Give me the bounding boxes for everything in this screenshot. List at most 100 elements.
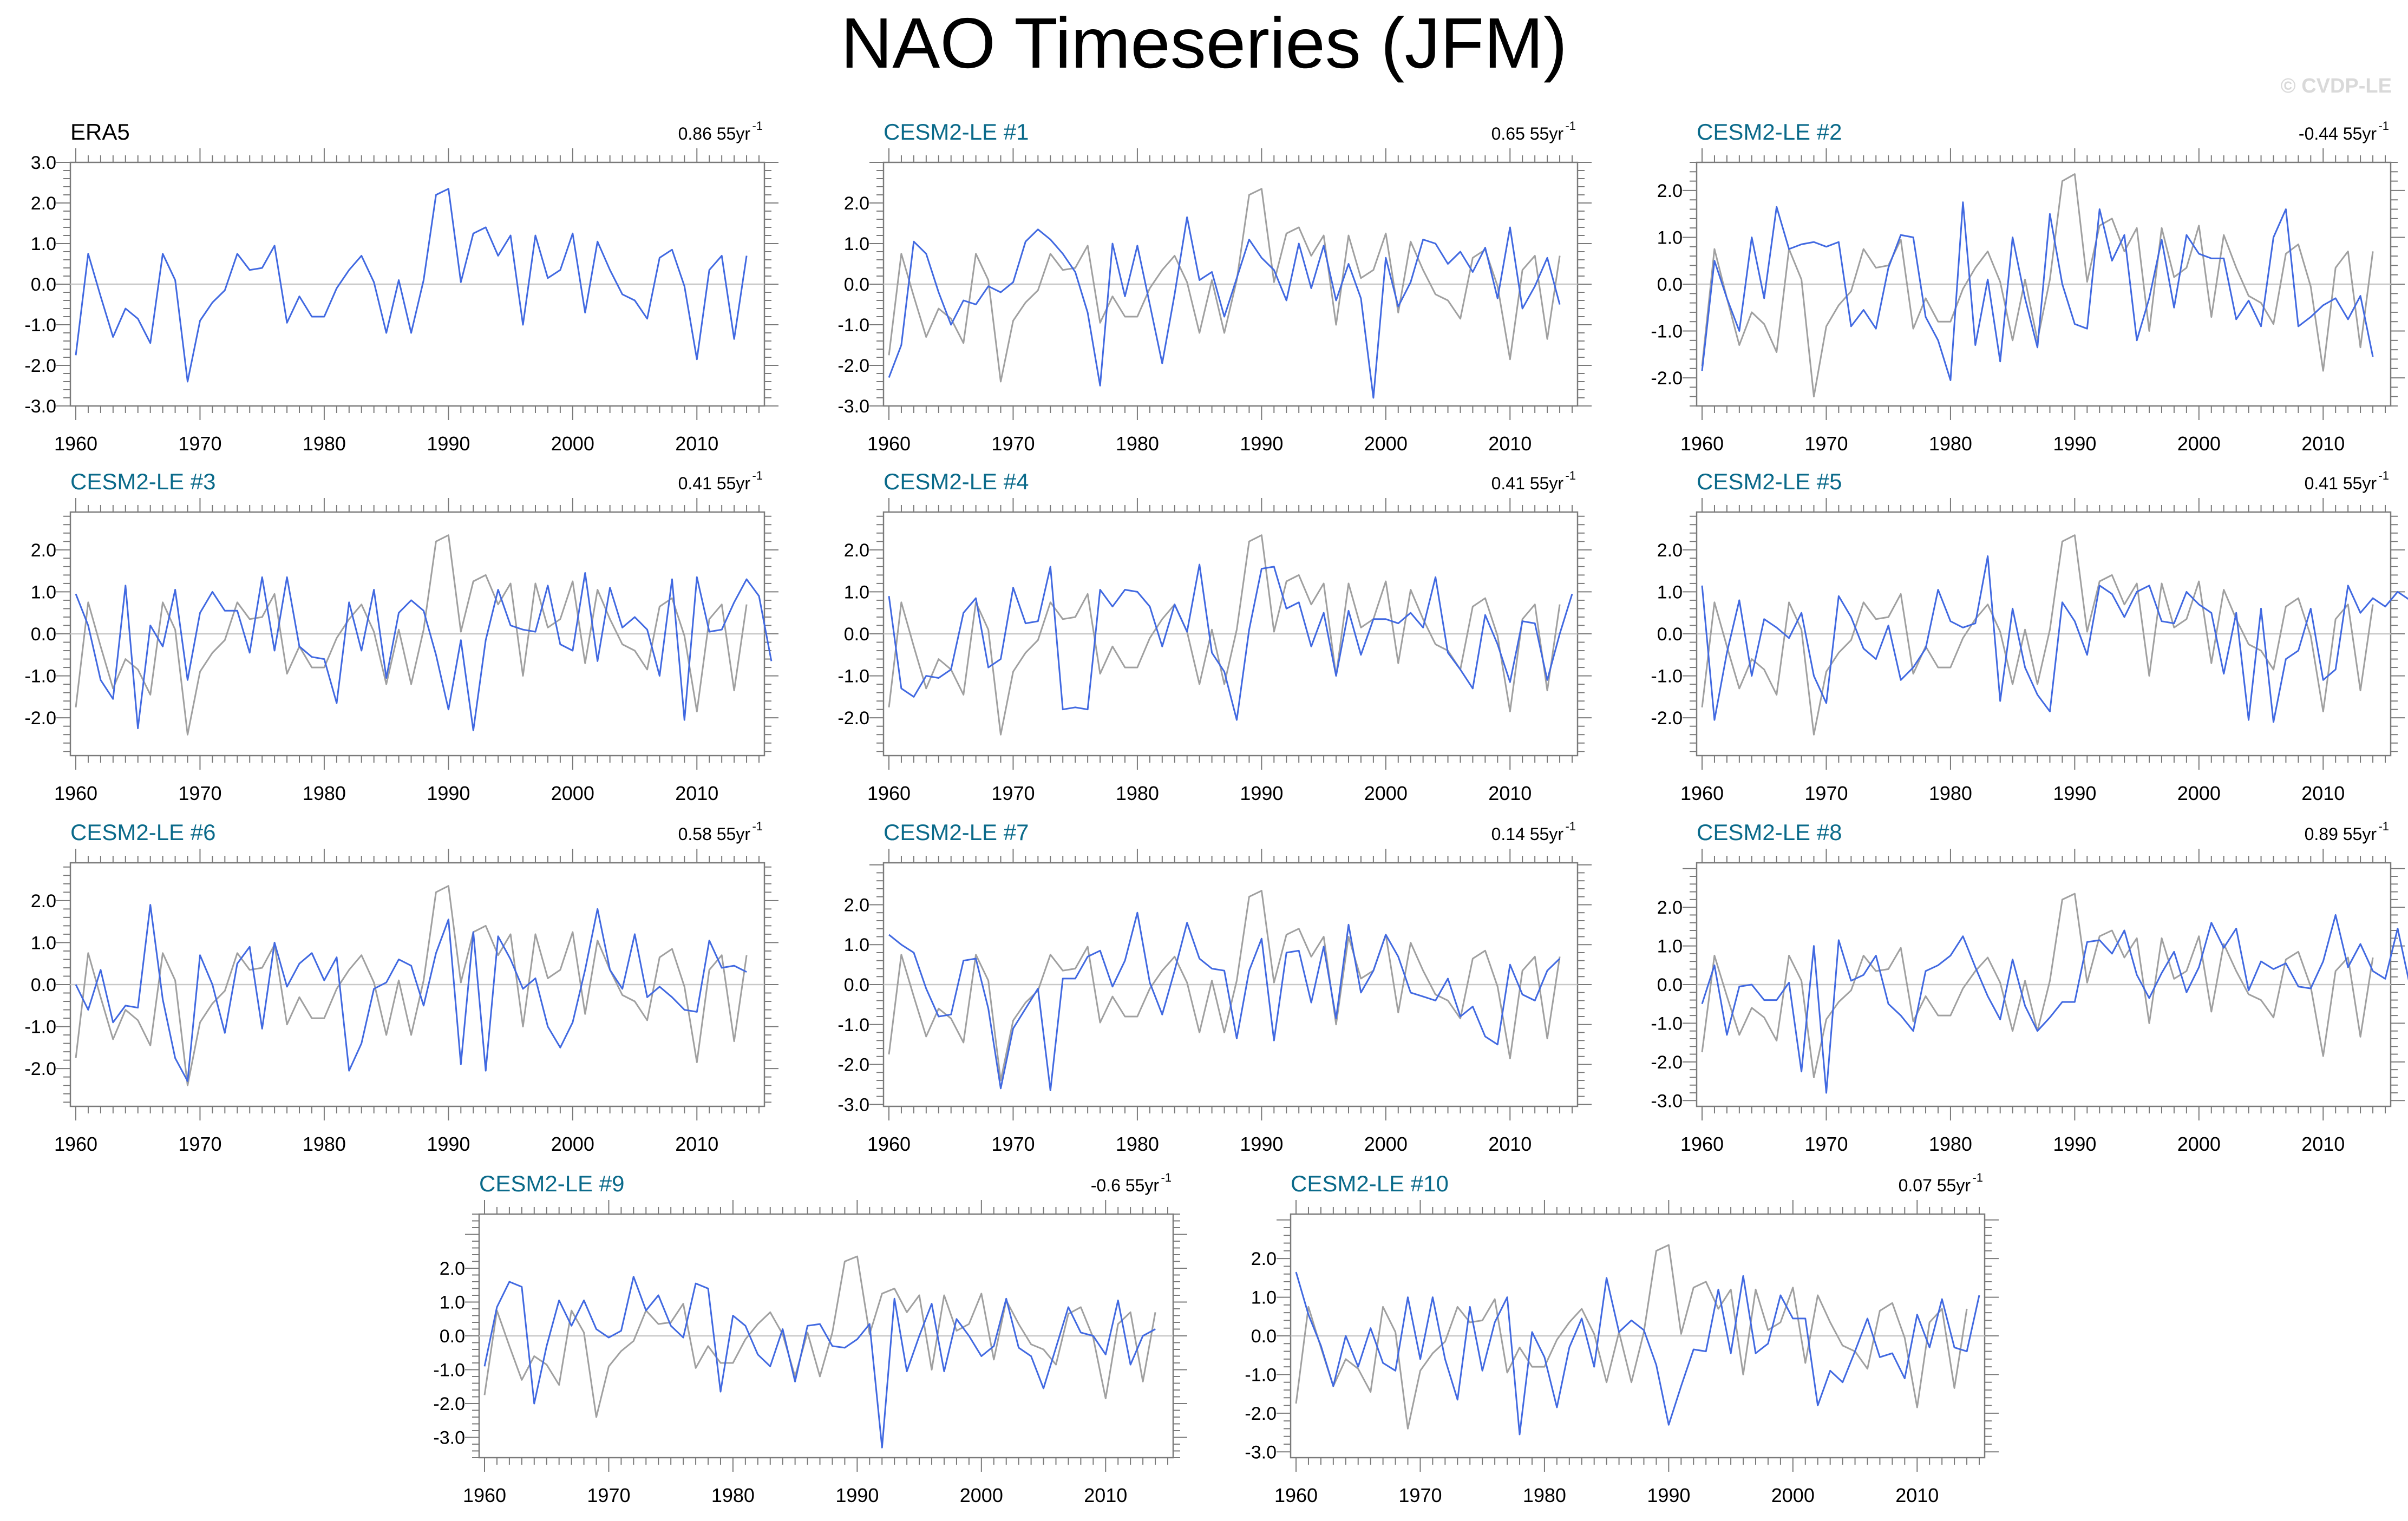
y-tick-label: -1.0 <box>433 1360 465 1381</box>
x-tick-label: 1960 <box>54 782 97 804</box>
x-tick-label: 2010 <box>1488 432 1532 455</box>
series-line <box>1295 1271 1980 1435</box>
x-tick-label: 1980 <box>1116 1133 1159 1155</box>
x-tick-label: 2000 <box>1364 432 1408 455</box>
trend-exponent: -1 <box>752 469 763 482</box>
y-tick-label: -2.0 <box>1651 708 1683 729</box>
y-tick-label: -1.0 <box>837 1015 869 1035</box>
y-tick-label: 1.0 <box>1657 582 1683 602</box>
y-tick-label: -1.0 <box>24 666 56 687</box>
y-tick-label: 1.0 <box>844 582 869 602</box>
y-tick-label: 2.0 <box>1657 540 1683 561</box>
panel-10: 1960 1970 1980 1990 2000 2010 -3.0 -2.0 -1.0 0.0 1… <box>433 1171 1187 1506</box>
trend-label: 0.07 55yr <box>1899 1176 1971 1195</box>
y-tick-label: -2.0 <box>24 356 56 376</box>
y-tick-label: 0.0 <box>31 975 56 995</box>
y-tick-label: 1.0 <box>844 935 869 955</box>
x-tick-label: 1970 <box>1804 782 1848 804</box>
panel-3: 1960 1970 1980 1990 2000 2010 -2.0 -1.0 0.0 1.0 2.… <box>1651 119 2405 455</box>
y-tick-label: 0.0 <box>31 274 56 295</box>
obs-reference-line <box>1701 173 2374 398</box>
series-line <box>1701 201 2374 381</box>
y-tick-label: -3.0 <box>837 396 869 417</box>
trend-label: 0.41 55yr <box>2305 474 2377 493</box>
y-tick-label: 0.0 <box>1657 274 1683 295</box>
x-tick-label: 1990 <box>1240 432 1283 455</box>
x-tick-label: 2000 <box>1771 1484 1815 1506</box>
x-tick-label: 1970 <box>991 782 1035 804</box>
y-tick-label: 1.0 <box>440 1293 465 1313</box>
x-tick-label: 1960 <box>54 1133 97 1155</box>
x-tick-label: 1990 <box>835 1484 879 1506</box>
trend-label: 0.89 55yr <box>2305 824 2377 844</box>
y-tick-label: -1.0 <box>837 666 869 687</box>
obs-reference-line <box>888 188 1561 383</box>
y-tick-label: 0.0 <box>844 274 869 295</box>
x-tick-label: 1960 <box>463 1484 506 1506</box>
trend-exponent: -1 <box>1565 469 1576 482</box>
x-tick-label: 2000 <box>1364 782 1408 804</box>
y-tick-label: -2.0 <box>1651 368 1683 389</box>
y-tick-label: 0.0 <box>1657 975 1683 995</box>
series-line <box>888 216 1561 399</box>
trend-label: 0.14 55yr <box>1491 824 1564 844</box>
series-line <box>75 572 773 731</box>
trend-exponent: -1 <box>752 119 763 133</box>
y-tick-label: -2.0 <box>1651 1052 1683 1073</box>
x-tick-label: 1960 <box>1680 432 1724 455</box>
y-tick-label: 1.0 <box>31 933 56 953</box>
x-tick-label: 2010 <box>675 432 718 455</box>
x-tick-label: 1970 <box>178 782 221 804</box>
y-tick-label: 2.0 <box>844 540 869 561</box>
watermark: © CVDP-LE <box>2280 75 2392 97</box>
obs-reference-line <box>75 885 748 1086</box>
x-tick-label: 2000 <box>551 782 594 804</box>
trend-label: 0.41 55yr <box>678 474 751 493</box>
panel-label: CESM2-LE #9 <box>479 1171 624 1196</box>
trend-exponent: -1 <box>1565 119 1576 133</box>
x-tick-label: 1980 <box>1116 432 1159 455</box>
trend-exponent: -1 <box>1161 1171 1172 1184</box>
x-tick-label: 2010 <box>1488 782 1532 804</box>
panel-8: 1960 1970 1980 1990 2000 2010 -3.0 -2.0 -1.0 0.0 1… <box>837 819 1592 1155</box>
trend-label: 0.86 55yr <box>678 124 751 143</box>
panel-label: CESM2-LE #2 <box>1697 119 1842 145</box>
panel-label: CESM2-LE #10 <box>1291 1171 1449 1196</box>
y-tick-label: -1.0 <box>1651 666 1683 687</box>
obs-reference-line <box>75 534 748 736</box>
x-tick-label: 1980 <box>1929 1133 1972 1155</box>
x-tick-label: 1990 <box>2053 782 2096 804</box>
y-tick-label: -3.0 <box>837 1094 869 1115</box>
y-tick-label: -1.0 <box>24 1017 56 1038</box>
x-tick-label: 1990 <box>427 782 470 804</box>
x-tick-label: 1980 <box>303 432 346 455</box>
panel-5: 1960 1970 1980 1990 2000 2010 -2.0 -1.0 0.0 1.0 2.… <box>837 469 1592 804</box>
x-tick-label: 1960 <box>867 1133 911 1155</box>
y-tick-label: -2.0 <box>837 356 869 376</box>
trend-exponent: -1 <box>2378 469 2389 482</box>
x-tick-label: 2000 <box>551 432 594 455</box>
series-line <box>888 912 1561 1091</box>
y-tick-label: 2.0 <box>31 193 56 214</box>
y-tick-label: -1.0 <box>1651 1013 1683 1034</box>
x-tick-label: 1980 <box>1116 782 1159 804</box>
trend-exponent: -1 <box>2378 119 2389 133</box>
y-tick-label: 2.0 <box>844 895 869 915</box>
series-line <box>1701 914 2408 1094</box>
x-tick-label: 2010 <box>2301 432 2345 455</box>
trend-exponent: -1 <box>1565 819 1576 833</box>
y-tick-label: 2.0 <box>440 1258 465 1279</box>
x-tick-label: 2010 <box>1084 1484 1127 1506</box>
panel-label: CESM2-LE #1 <box>884 119 1029 145</box>
y-tick-label: -2.0 <box>837 1055 869 1076</box>
x-tick-label: 1990 <box>1647 1484 1690 1506</box>
y-tick-label: 2.0 <box>31 540 56 561</box>
y-tick-label: 1.0 <box>31 582 56 602</box>
panel-2: 1960 1970 1980 1990 2000 2010 -3.0 -2.0 -1.0 0.0 1… <box>837 119 1592 455</box>
x-tick-label: 1960 <box>1680 1133 1724 1155</box>
trend-exponent: -1 <box>752 819 763 833</box>
obs-reference-line <box>1701 534 2374 736</box>
x-tick-label: 1980 <box>1929 782 1972 804</box>
y-tick-label: -3.0 <box>433 1428 465 1448</box>
y-tick-label: 3.0 <box>31 153 56 173</box>
